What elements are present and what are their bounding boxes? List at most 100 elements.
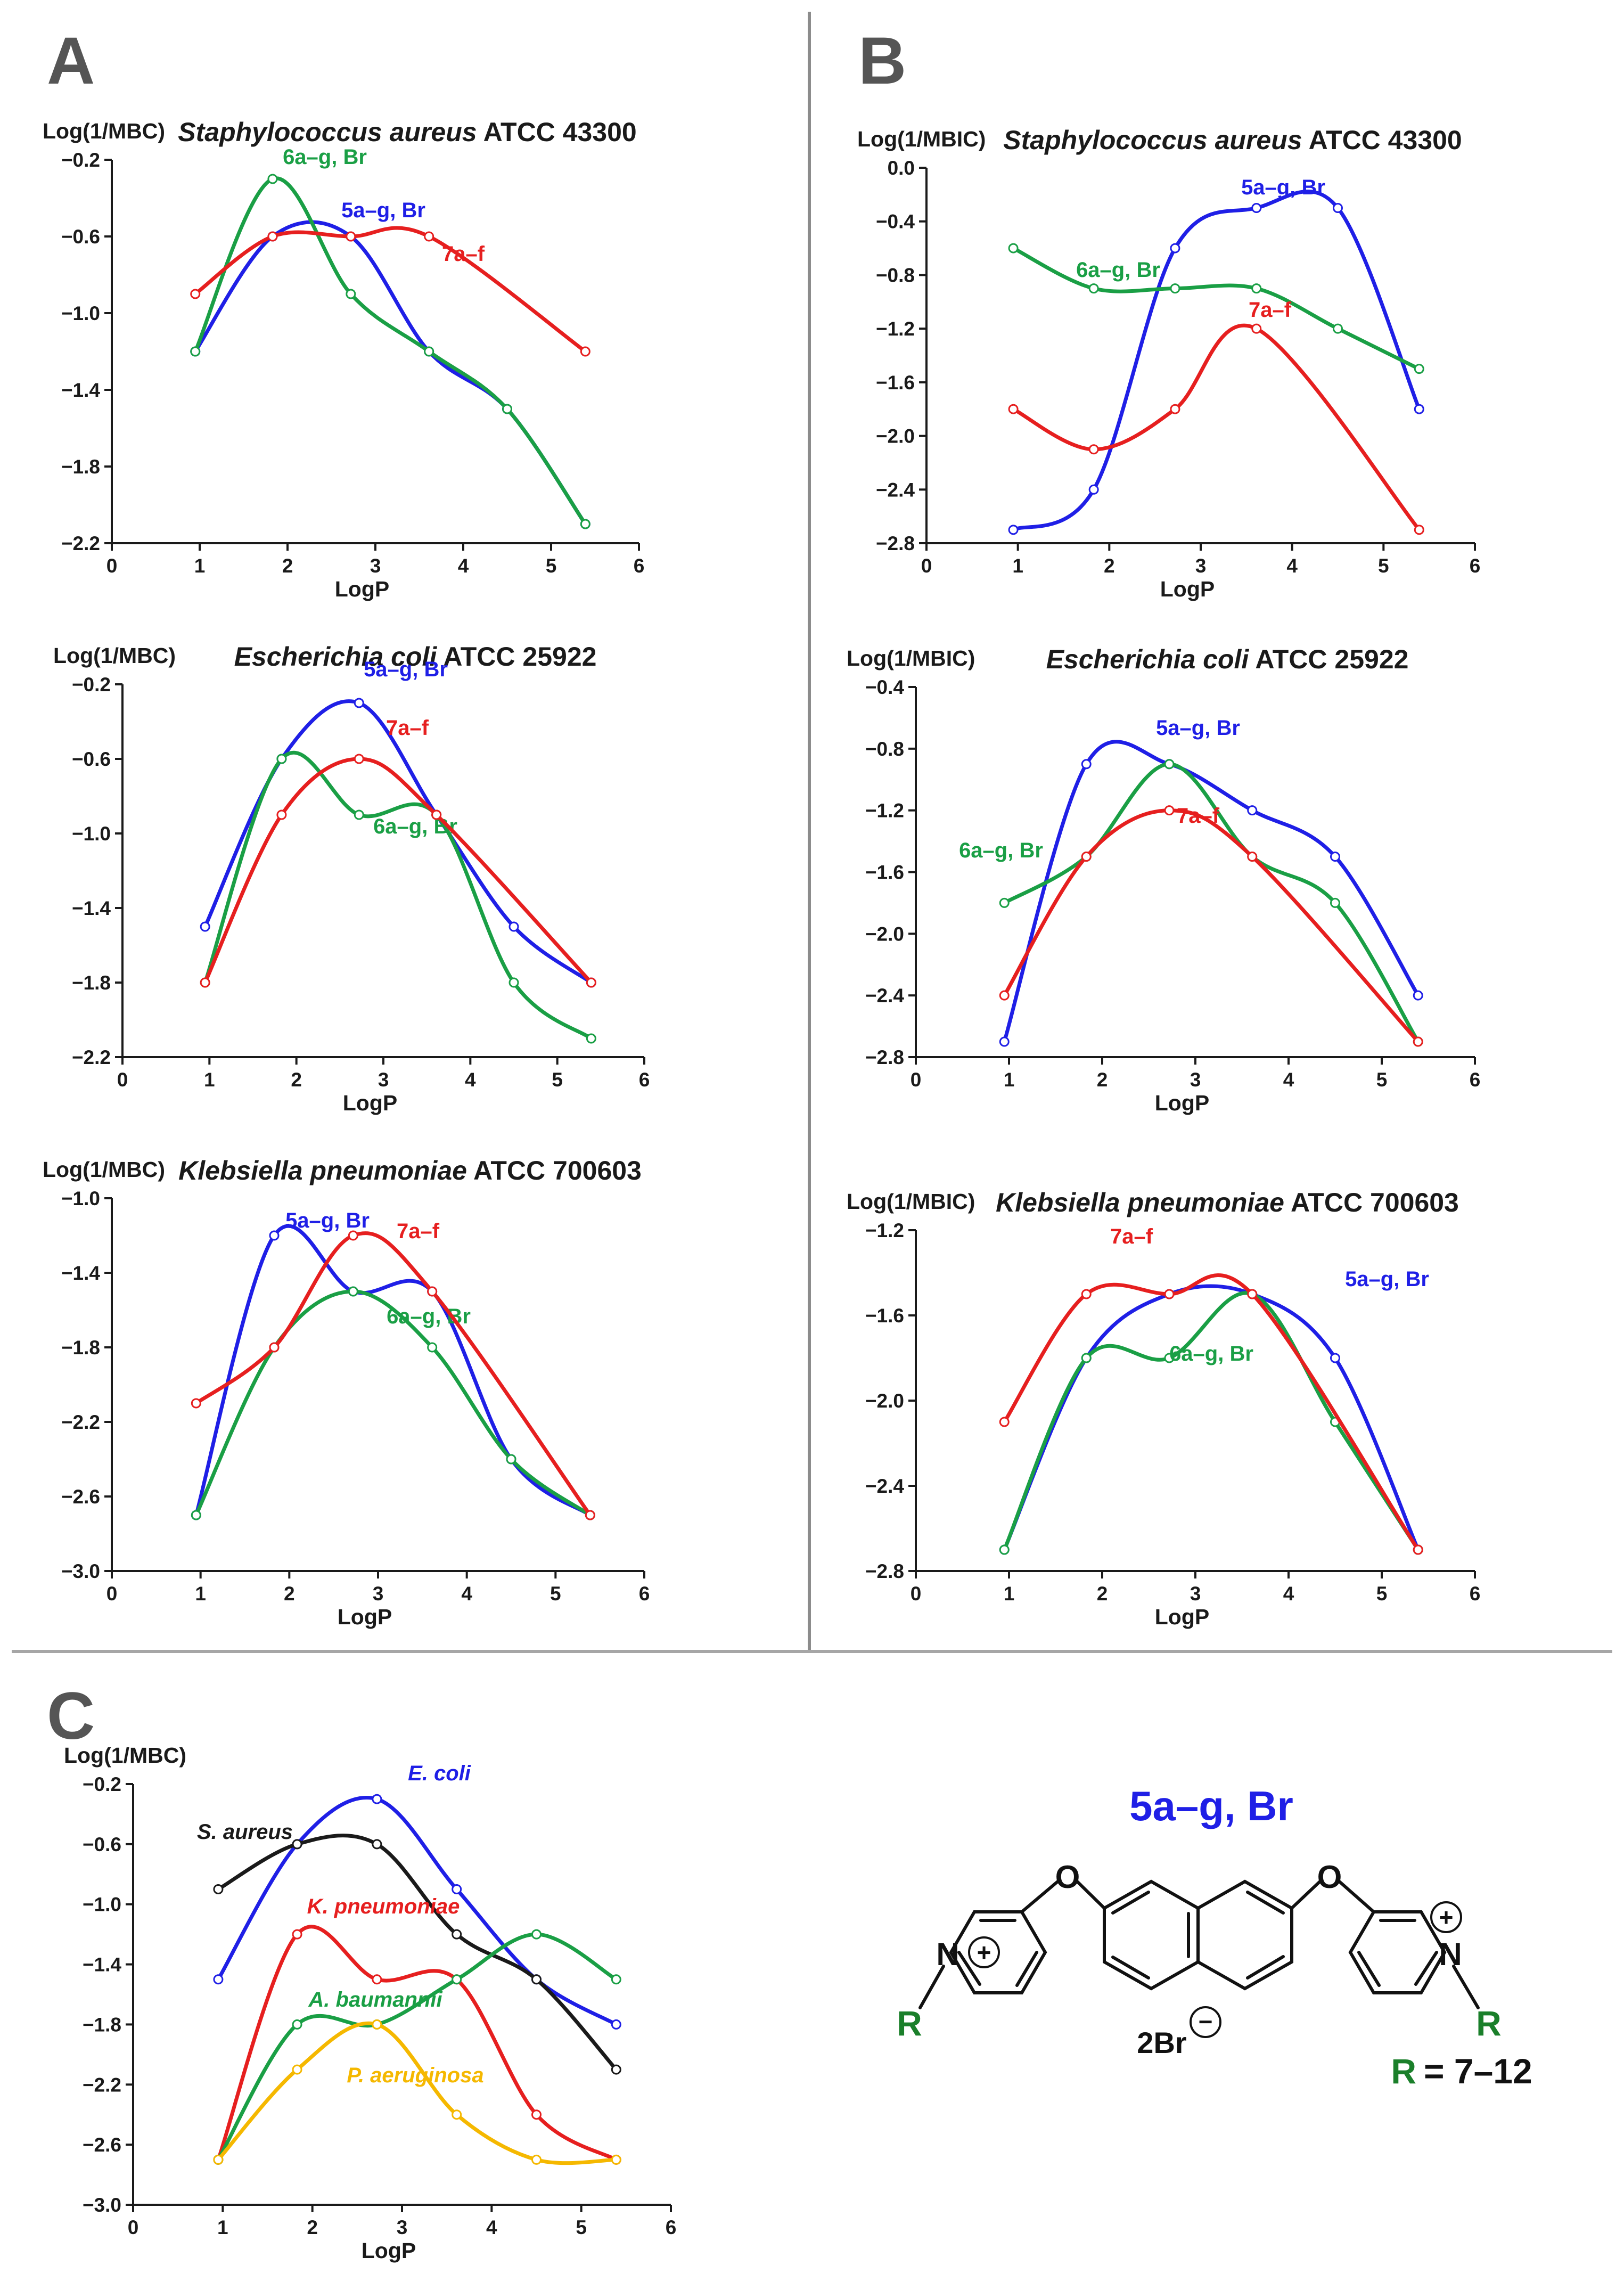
chart-title-strain: ATCC 43300 xyxy=(1302,125,1462,155)
data-point-a-baumannii xyxy=(292,2019,302,2030)
x-tick-label: 6 xyxy=(639,1583,650,1605)
series-label-6a-g-br: 6a–g, Br xyxy=(283,145,367,169)
data-point-e-coli xyxy=(213,1974,224,1985)
x-tick-label: 6 xyxy=(1470,1069,1481,1091)
x-tick-label: 4 xyxy=(1283,1069,1294,1091)
series-label-5a-g-br: 5a–g, Br xyxy=(341,199,425,222)
data-point-s-aureus xyxy=(611,2064,621,2075)
data-point-7a-f xyxy=(1170,404,1180,414)
data-point-6a-g-br xyxy=(1088,283,1099,294)
data-point-e-coli xyxy=(611,2019,621,2030)
y-tick-label: −1.2 xyxy=(865,800,904,822)
series-line-7a-f xyxy=(1011,323,1421,532)
x-tick-label: 5 xyxy=(1376,1583,1388,1605)
data-point-7a-f xyxy=(1164,1289,1175,1299)
data-point-6a-g-br xyxy=(276,754,287,764)
series-label-6a-g-br: 6a–g, Br xyxy=(373,815,457,838)
positive-charge-right xyxy=(1430,1901,1462,1933)
panel-b-chart-e-coli: Escherichia coli ATCC 25922 Log(1/MBIC) −2… xyxy=(815,623,1624,1137)
chart-title: Staphylococcus aureus ATCC 43300 xyxy=(178,117,636,147)
minus-sign: − xyxy=(1199,2008,1213,2035)
data-point-5a-g-br xyxy=(1008,525,1019,535)
x-tick-label: 6 xyxy=(1470,1583,1481,1605)
y-tick-label: −1.0 xyxy=(61,302,100,324)
data-point-6a-g-br xyxy=(348,1286,358,1297)
y-tick-label: −2.6 xyxy=(61,1486,100,1508)
data-point-a-baumannii xyxy=(452,1974,462,1985)
data-point-7a-f xyxy=(999,1417,1010,1427)
x-tick-label: 4 xyxy=(465,1069,476,1091)
x-tick-label: 1 xyxy=(1012,555,1023,577)
data-point-k-pneumoniae xyxy=(372,1974,382,1985)
series-label-5a-g-br: 5a–g, Br xyxy=(285,1209,370,1232)
chart-title: Staphylococcus aureus ATCC 43300 xyxy=(1003,125,1462,155)
x-tick-label: 4 xyxy=(1286,555,1298,577)
panel-a-chart-e-coli: Escherichia coli ATCC 25922 Log(1/MBC) −2.… xyxy=(0,623,809,1137)
y-tick-label: −0.8 xyxy=(876,264,915,286)
data-point-a-baumannii xyxy=(531,1929,542,1940)
data-point-6a-g-br xyxy=(508,977,519,988)
x-axis-label: LogP xyxy=(362,2238,416,2263)
x-axis-label: LogP xyxy=(1155,1091,1209,1115)
data-point-5a-g-br xyxy=(1247,805,1258,816)
chart-title-organism: Escherichia coli xyxy=(1046,644,1250,674)
y-tick-label: −0.6 xyxy=(72,748,111,770)
series-label-5a-g-br: 5a–g, Br xyxy=(1156,716,1240,740)
x-tick-label: 2 xyxy=(291,1069,302,1091)
series-label-p-aeruginosa: P. aeruginosa xyxy=(347,2064,483,2087)
series-line-7a-f xyxy=(1002,1273,1420,1552)
x-tick-label: 0 xyxy=(921,555,932,577)
data-point-5a-g-br xyxy=(1081,759,1092,770)
y-tick-label: −1.6 xyxy=(876,372,915,394)
data-point-a-baumannii xyxy=(611,1974,621,1985)
series-line-6a-g-br xyxy=(1011,246,1421,371)
series-label-7a-f: 7a–f xyxy=(386,716,429,740)
structure-svg: 5a–g, Br O O N N + + R R 2Br − R = 7–12 xyxy=(897,1782,1532,2091)
series-label-7a-f: 7a–f xyxy=(1110,1225,1153,1248)
y-tick-label: −1.0 xyxy=(61,1188,100,1209)
data-point-6a-g-br xyxy=(427,1342,438,1353)
chart-a1-svg: Staphylococcus aureus ATCC 43300 Log(1/MB… xyxy=(43,117,644,601)
data-point-7a-f xyxy=(348,1230,358,1241)
y-tick-label: −2.6 xyxy=(83,2134,121,2156)
chart-title-strain: ATCC 700603 xyxy=(1284,1188,1459,1217)
data-point-7a-f xyxy=(1414,525,1424,535)
x-tick-label: 1 xyxy=(217,2216,228,2238)
x-tick-label: 5 xyxy=(546,555,557,577)
data-point-6a-g-br xyxy=(1251,283,1262,294)
data-point-s-aureus xyxy=(452,1929,462,1940)
series-label-5a-g-br: 5a–g, Br xyxy=(1241,176,1325,199)
y-tick-label: −0.4 xyxy=(865,676,904,698)
series-label-a-baumannii: A. baumannii xyxy=(308,1988,442,2011)
series-label-6a-g-br: 6a–g, Br xyxy=(959,839,1043,862)
y-tick-label: −1.4 xyxy=(83,1954,121,1976)
y-axis-label: Log(1/MBC) xyxy=(43,1157,165,1182)
structure-bonds xyxy=(918,1878,1480,2009)
data-point-7a-f xyxy=(1413,1036,1423,1047)
y-tick-label: −2.2 xyxy=(72,1046,111,1068)
data-point-7a-f xyxy=(1081,1289,1092,1299)
chart-title-strain: ATCC 25922 xyxy=(437,642,596,672)
x-axis-label: LogP xyxy=(335,577,389,601)
y-axis-label: Log(1/MBC) xyxy=(43,119,165,143)
chart-c1-svg: Log(1/MBC) −3.0 −2.6 −2.2 −1.8 −1.4 −1.0 −0.6 −0… xyxy=(64,1743,676,2263)
series-line-7a-f xyxy=(194,1231,592,1517)
r-group-left: R xyxy=(897,2003,922,2043)
series-line-s-aureus xyxy=(216,1834,618,2072)
data-point-7a-f xyxy=(1247,1289,1258,1299)
y-tick-label: −2.4 xyxy=(865,1475,904,1497)
data-point-7a-f xyxy=(346,231,356,242)
r-equals-range: = 7–12 xyxy=(1424,2051,1532,2091)
y-tick-label: −1.8 xyxy=(61,1337,100,1359)
series-line-k-pneumoniae xyxy=(216,1925,618,2162)
chart-title: Escherichia coli ATCC 25922 xyxy=(1046,644,1409,674)
x-tick-label: 3 xyxy=(1190,1583,1201,1605)
data-point-6a-g-br xyxy=(190,346,201,357)
x-tick-label: 4 xyxy=(1283,1583,1294,1605)
x-tick-label: 2 xyxy=(1104,555,1115,577)
nitrogen-left: N xyxy=(936,1936,959,1972)
data-point-5a-g-br xyxy=(1251,203,1262,214)
series-label-7a-f: 7a–f xyxy=(442,242,485,266)
y-tick-label: −2.8 xyxy=(876,533,915,554)
x-tick-label: 5 xyxy=(576,2216,587,2238)
